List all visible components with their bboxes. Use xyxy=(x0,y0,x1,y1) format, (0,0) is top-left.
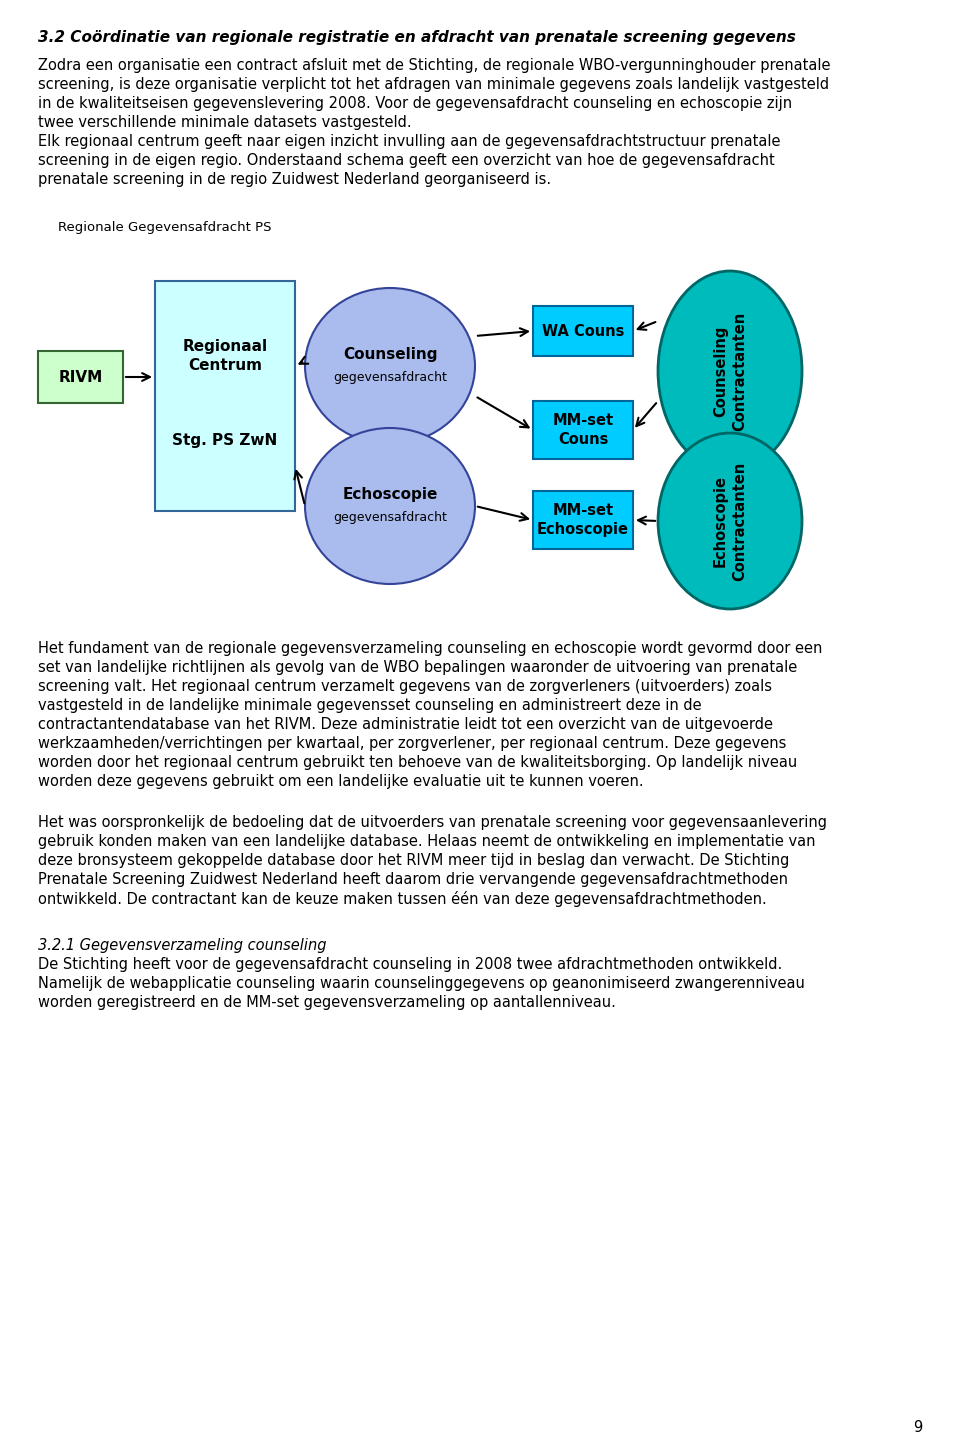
Text: gegevensafdracht: gegevensafdracht xyxy=(333,372,447,385)
Text: worden geregistreerd en de MM-set gegevensverzameling op aantallenniveau.: worden geregistreerd en de MM-set gegeve… xyxy=(38,995,616,1011)
Text: Prenatale Screening Zuidwest Nederland heeft daarom drie vervangende gegevensafd: Prenatale Screening Zuidwest Nederland h… xyxy=(38,872,788,888)
Text: Counseling
Contractanten: Counseling Contractanten xyxy=(713,311,747,430)
Text: vastgesteld in de landelijke minimale gegevensset counseling en administreert de: vastgesteld in de landelijke minimale ge… xyxy=(38,698,702,712)
Text: 9: 9 xyxy=(913,1420,922,1435)
Ellipse shape xyxy=(658,433,802,610)
Text: 3.2.1 Gegevensverzameling counseling: 3.2.1 Gegevensverzameling counseling xyxy=(38,938,326,953)
Text: Zodra een organisatie een contract afsluit met de Stichting, de regionale WBO-ve: Zodra een organisatie een contract afslu… xyxy=(38,58,830,72)
Text: Het fundament van de regionale gegevensverzameling counseling en echoscopie word: Het fundament van de regionale gegevensv… xyxy=(38,641,823,656)
Text: Regionaal
Centrum: Regionaal Centrum xyxy=(182,339,268,374)
Text: in de kwaliteitseisen gegevenslevering 2008. Voor de gegevensafdracht counseling: in de kwaliteitseisen gegevenslevering 2… xyxy=(38,96,792,111)
FancyBboxPatch shape xyxy=(533,306,633,356)
Text: deze bronsysteem gekoppelde database door het RIVM meer tijd in beslag dan verwa: deze bronsysteem gekoppelde database doo… xyxy=(38,853,789,867)
FancyBboxPatch shape xyxy=(533,491,633,549)
Text: ontwikkeld. De contractant kan de keuze maken tussen één van deze gegevensafdrac: ontwikkeld. De contractant kan de keuze … xyxy=(38,891,767,906)
Text: worden deze gegevens gebruikt om een landelijke evaluatie uit te kunnen voeren.: worden deze gegevens gebruikt om een lan… xyxy=(38,775,643,789)
Text: MM-set
Echoscopie: MM-set Echoscopie xyxy=(537,504,629,537)
Text: werkzaamheden/verrichtingen per kwartaal, per zorgverlener, per regionaal centru: werkzaamheden/verrichtingen per kwartaal… xyxy=(38,736,786,752)
Text: screening valt. Het regionaal centrum verzamelt gegevens van de zorgverleners (u: screening valt. Het regionaal centrum ve… xyxy=(38,679,772,694)
Text: worden door het regionaal centrum gebruikt ten behoeve van de kwaliteitsborging.: worden door het regionaal centrum gebrui… xyxy=(38,754,797,770)
Text: MM-set
Couns: MM-set Couns xyxy=(552,413,613,447)
Text: 3.2 Coördinatie van regionale registratie en afdracht van prenatale screening ge: 3.2 Coördinatie van regionale registrati… xyxy=(38,30,796,45)
Text: twee verschillende minimale datasets vastgesteld.: twee verschillende minimale datasets vas… xyxy=(38,114,412,130)
Text: Elk regionaal centrum geeft naar eigen inzicht invulling aan de gegevensafdracht: Elk regionaal centrum geeft naar eigen i… xyxy=(38,135,780,149)
Ellipse shape xyxy=(658,271,802,471)
FancyBboxPatch shape xyxy=(155,281,295,511)
Text: De Stichting heeft voor de gegevensafdracht counseling in 2008 twee afdrachtmeth: De Stichting heeft voor de gegevensafdra… xyxy=(38,957,782,972)
Text: screening in de eigen regio. Onderstaand schema geeft een overzicht van hoe de g: screening in de eigen regio. Onderstaand… xyxy=(38,153,775,168)
Text: Het was oorspronkelijk de bedoeling dat de uitvoerders van prenatale screening v: Het was oorspronkelijk de bedoeling dat … xyxy=(38,815,827,830)
Text: Counseling: Counseling xyxy=(343,346,437,362)
Text: Regionale Gegevensafdracht PS: Regionale Gegevensafdracht PS xyxy=(58,222,272,235)
Text: screening, is deze organisatie verplicht tot het afdragen van minimale gegevens : screening, is deze organisatie verplicht… xyxy=(38,77,829,93)
Text: set van landelijke richtlijnen als gevolg van de WBO bepalingen waaronder de uit: set van landelijke richtlijnen als gevol… xyxy=(38,660,797,675)
Ellipse shape xyxy=(305,288,475,445)
FancyBboxPatch shape xyxy=(38,350,123,403)
FancyBboxPatch shape xyxy=(533,401,633,459)
Text: Namelijk de webapplicatie counseling waarin counselinggegevens op geanonimiseerd: Namelijk de webapplicatie counseling waa… xyxy=(38,976,804,990)
Text: RIVM: RIVM xyxy=(59,369,103,385)
Text: Echoscopie
Contractanten: Echoscopie Contractanten xyxy=(713,462,747,581)
Text: Stg. PS ZwN: Stg. PS ZwN xyxy=(173,433,277,449)
Text: contractantendatabase van het RIVM. Deze administratie leidt tot een overzicht v: contractantendatabase van het RIVM. Deze… xyxy=(38,717,773,733)
Text: prenatale screening in de regio Zuidwest Nederland georganiseerd is.: prenatale screening in de regio Zuidwest… xyxy=(38,172,551,187)
Ellipse shape xyxy=(305,429,475,584)
Text: Echoscopie: Echoscopie xyxy=(343,487,438,501)
Text: WA Couns: WA Couns xyxy=(541,323,624,339)
Text: gebruik konden maken van een landelijke database. Helaas neemt de ontwikkeling e: gebruik konden maken van een landelijke … xyxy=(38,834,815,849)
Text: gegevensafdracht: gegevensafdracht xyxy=(333,511,447,524)
